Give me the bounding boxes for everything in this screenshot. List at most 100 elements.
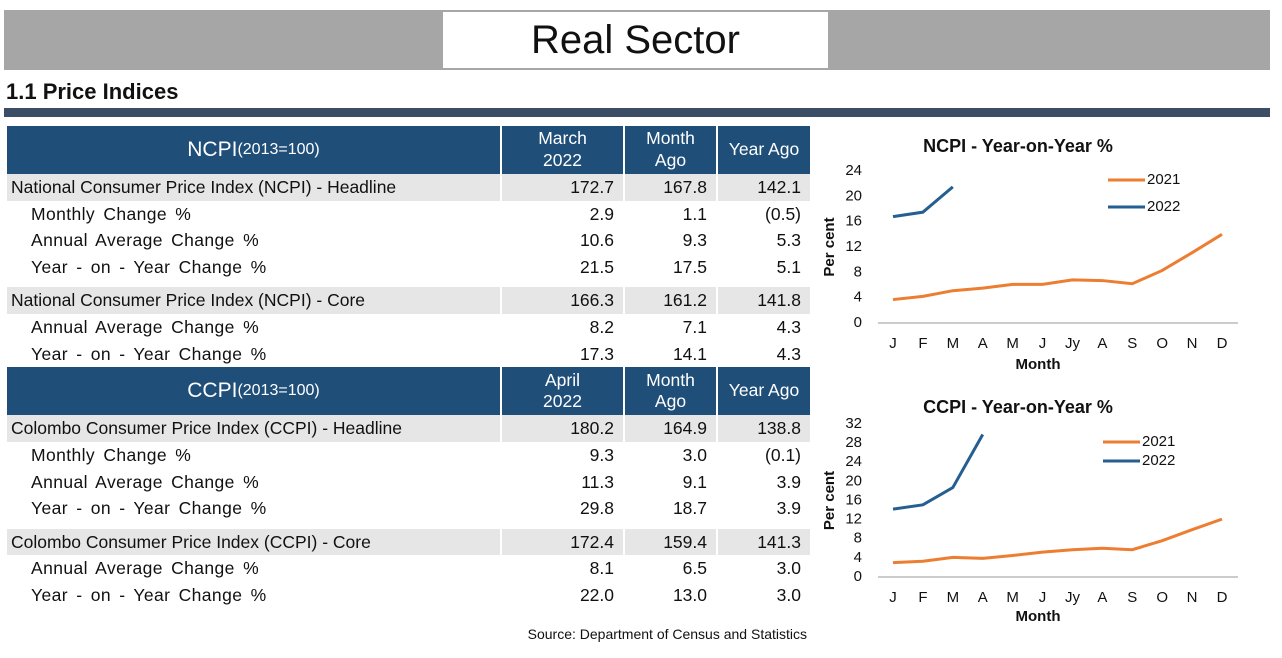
column-header: March 2022: [502, 126, 623, 174]
y-tick-label: 12: [845, 511, 862, 528]
group-title: Colombo Consumer Price Index (CCPI) - Co…: [7, 528, 500, 556]
legend-label: 2022: [1142, 452, 1175, 469]
column-header-line: 2022: [543, 150, 582, 170]
page-title: Real Sector: [443, 12, 828, 68]
cell-value: 11.3: [581, 471, 614, 492]
row-label: Annual Average Change %: [31, 316, 260, 337]
x-tick-label: A: [978, 335, 988, 352]
cell-value: 3.9: [776, 471, 801, 492]
cell-value: 5.1: [776, 256, 801, 277]
column-header: Year Ago: [718, 367, 810, 416]
cell-value: 180.2: [502, 415, 623, 443]
cell-value: 29.8: [579, 498, 614, 519]
row-label: Year - on - Year Change %: [31, 498, 267, 519]
cell-value: 161.2: [625, 287, 716, 314]
cell-value: 167.8: [625, 174, 716, 201]
column-header: Month Ago: [625, 367, 716, 416]
series-line: [892, 433, 985, 511]
y-tick-label: 24: [845, 162, 862, 179]
cell-value: 18.7: [672, 498, 707, 519]
series-line: [892, 233, 1223, 302]
table-name: NCPI: [187, 137, 238, 161]
column-header: Month Ago: [625, 126, 716, 174]
x-axis-label: Month: [1016, 608, 1061, 625]
cell-value: 3.0: [682, 444, 707, 465]
x-tick-label: O: [1156, 589, 1168, 606]
cell-value: 159.4: [625, 528, 716, 556]
cell-value: 21.5: [579, 256, 614, 277]
group-title: National Consumer Price Index (NCPI) - H…: [7, 174, 500, 201]
column-header-line: Ago: [654, 150, 687, 170]
cell-value: 1.1: [682, 203, 707, 224]
column-header-line: April: [544, 369, 580, 390]
cell-value: 2.9: [589, 203, 614, 224]
column-header-line: 2022: [543, 391, 582, 412]
row-label: Annual Average Change %: [31, 230, 260, 251]
cell-value: 8.1: [589, 558, 614, 579]
x-tick-label: O: [1156, 335, 1168, 352]
y-tick-label: 4: [854, 549, 862, 566]
cell-value: 9.3: [589, 444, 614, 465]
series-line: [892, 517, 1223, 565]
series-line: [892, 185, 954, 219]
cell-value: 22.0: [579, 584, 614, 605]
legend-label: 2021: [1142, 433, 1175, 450]
x-tick-label: Jy: [1065, 335, 1081, 352]
cell-value: 8.2: [589, 316, 614, 337]
group-title: Colombo Consumer Price Index (CCPI) - He…: [7, 415, 500, 443]
y-tick-label: 0: [854, 314, 862, 331]
x-tick-label: N: [1187, 335, 1198, 352]
y-tick-label: 24: [845, 453, 862, 470]
row-label: Year - on - Year Change %: [31, 584, 267, 605]
cell-value: 4.3: [776, 316, 801, 337]
table-name: CCPI: [187, 379, 238, 403]
section-rule: [4, 108, 1270, 117]
cell-value: 9.1: [682, 471, 707, 492]
y-tick-label: 12: [845, 238, 862, 255]
table-note: (2013=100): [237, 141, 320, 158]
row-label: Year - on - Year Change %: [31, 256, 267, 277]
y-tick-label: 8: [854, 263, 862, 280]
x-tick-label: D: [1217, 589, 1228, 606]
x-tick-label: M: [947, 589, 960, 606]
row-label: Annual Average Change %: [31, 471, 260, 492]
y-axis-label: Per cent: [821, 471, 838, 530]
column-header-line: March: [538, 128, 587, 149]
cell-value: 13.0: [672, 584, 707, 605]
y-tick-label: 16: [845, 213, 862, 230]
table-note: (2013=100): [237, 382, 320, 400]
column-header-line: Month: [646, 128, 695, 149]
x-tick-label: F: [918, 335, 927, 352]
y-tick-label: 16: [845, 491, 862, 508]
row-label: Monthly Change %: [31, 444, 192, 465]
chart-title: CCPI - Year-on-Year %: [923, 397, 1113, 417]
cell-value: 17.3: [579, 343, 614, 364]
y-axis-label: Per cent: [821, 217, 838, 276]
table-header: NCPI (2013=100): [7, 126, 500, 174]
x-tick-label: M: [1006, 335, 1019, 352]
x-tick-label: J: [889, 589, 897, 606]
y-tick-label: 32: [845, 415, 862, 432]
column-header-line: Year Ago: [728, 139, 800, 160]
x-tick-label: M: [1006, 589, 1019, 606]
x-tick-label: S: [1127, 589, 1137, 606]
y-tick-label: 28: [845, 434, 862, 451]
cell-value: 3.0: [776, 584, 801, 605]
x-tick-label: A: [978, 589, 988, 606]
column-header-line: Month: [646, 369, 695, 390]
cell-value: (0.1): [765, 444, 801, 465]
x-tick-label: D: [1217, 335, 1228, 352]
legend-label: 2022: [1147, 198, 1180, 215]
cell-value: 10.6: [579, 230, 614, 251]
cell-value: 4.3: [776, 343, 801, 364]
x-tick-label: M: [947, 335, 960, 352]
y-tick-label: 20: [845, 472, 862, 489]
column-header-line: Year Ago: [728, 380, 800, 401]
cell-value: 141.3: [718, 528, 810, 556]
cell-value: 14.1: [672, 343, 707, 364]
column-header: April 2022: [502, 367, 623, 416]
x-tick-label: S: [1127, 335, 1137, 352]
section-title: 1.1 Price Indices: [6, 79, 179, 104]
x-tick-label: N: [1187, 589, 1198, 606]
row-label: Monthly Change %: [31, 203, 192, 224]
